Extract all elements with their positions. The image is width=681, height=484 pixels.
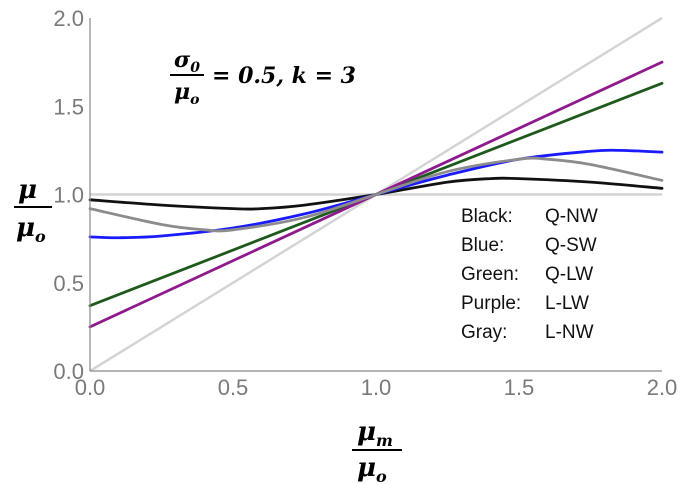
annotation-den-sub: o [190,92,199,108]
y-tick-label: 1.0 [53,183,84,208]
x-tick-label: 0.0 [75,375,106,400]
series-line-l-nw [88,156,664,233]
svg-text:μo: μo [357,453,387,484]
x-axis-label: μm μo [352,417,402,484]
x-tick-label: 1.5 [504,375,535,400]
legend-label-0: Black: [461,206,513,227]
y-tick-label: 0.0 [53,359,84,384]
ylabel-den: μ [16,213,35,243]
y-tick-label: 0.5 [53,271,84,296]
legend-value-0: Q-NW [545,206,598,227]
tick-labels: 0.0 0.5 1.0 1.5 2.0 0.0 0.5 1.0 1.5 2.0 [53,6,677,400]
legend-value-4: L-NW [545,322,594,343]
xlabel-den-sub: o [376,467,387,484]
annotation-rest: = 0.5, k = 3 [212,63,356,89]
y-tick-label: 2.0 [53,6,84,31]
x-tick-label: 2.0 [647,375,678,400]
xlabel-den: μ [357,453,376,483]
x-tick-label: 1.0 [361,375,392,400]
annotation-den: μ [174,79,190,105]
legend-label-1: Blue: [461,235,504,256]
ylabel-den-sub: o [35,227,46,246]
legend-label-3: Purple: [461,293,521,314]
axes [89,18,662,372]
xlabel-num: μ [357,417,376,447]
legend-value-3: L-LW [545,293,589,314]
svg-text:μm: μm [357,417,393,450]
x-tick-label: 0.5 [218,375,249,400]
xlabel-num-sub: m [376,431,393,450]
svg-text:μo: μo [174,79,199,108]
legend: Black: Q-NW Blue: Q-SW Green: Q-LW Purpl… [461,206,598,343]
y-tick-label: 1.5 [53,94,84,119]
annotation-num-sub: 0 [190,60,200,76]
legend-value-1: Q-SW [545,235,597,256]
svg-text:μo: μo [16,213,46,246]
legend-label-4: Gray: [461,322,507,343]
legend-label-2: Green: [461,264,519,285]
annotation-num: σ [174,47,191,73]
svg-text:σ0: σ0 [174,47,200,76]
legend-value-2: Q-LW [545,264,593,285]
series-lines [88,60,664,329]
y-axis-label: μ μo [14,175,52,246]
annotation: σ0 μo = 0.5, k = 3 [170,47,356,108]
ylabel-num: μ [18,175,37,205]
